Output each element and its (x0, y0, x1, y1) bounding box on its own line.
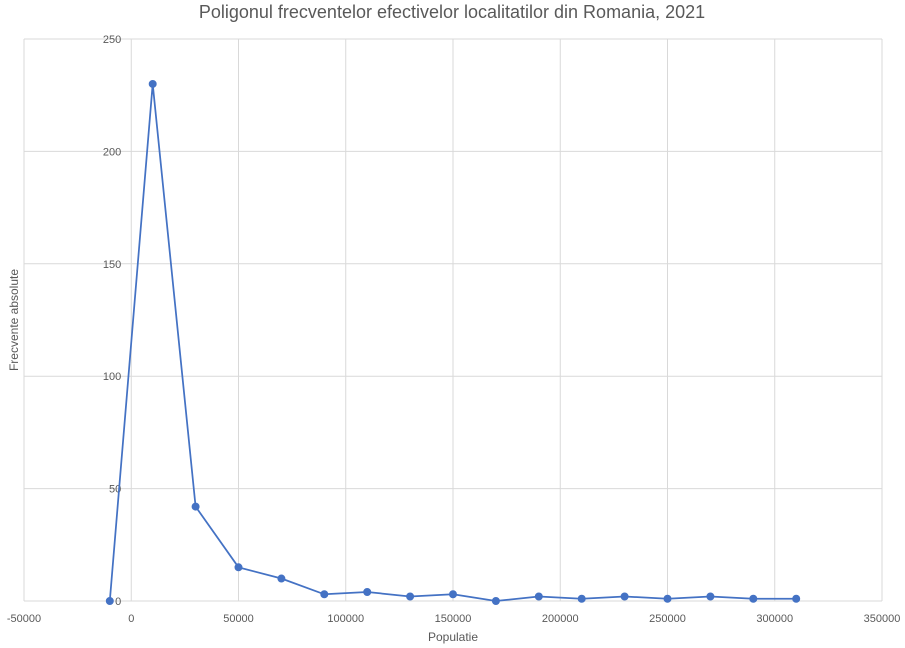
data-point (191, 502, 200, 511)
chart-title: Poligonul frecventelor efectivelor local… (199, 2, 705, 22)
x-tick-label: 50000 (223, 613, 254, 625)
x-tick-label: 350000 (864, 613, 901, 625)
data-point (277, 574, 286, 583)
data-point (792, 594, 801, 603)
data-point (749, 594, 758, 603)
y-tick-label: 250 (103, 34, 121, 46)
y-axis-label: Frecvente absolute (7, 269, 21, 371)
data-point (406, 592, 415, 601)
grid (23, 38, 883, 602)
x-axis-label: Populatie (428, 630, 478, 644)
data-point (534, 592, 543, 601)
data-point (663, 594, 672, 603)
x-tick-label: 0 (128, 613, 134, 625)
data-point (706, 592, 715, 601)
data-point (320, 590, 329, 599)
y-tick-label: 0 (115, 596, 121, 608)
x-tick-label: -50000 (7, 613, 41, 625)
y-tick-label: 150 (103, 259, 121, 271)
y-tick-label: 200 (103, 146, 121, 158)
data-point (148, 79, 157, 88)
x-tick-label: 100000 (327, 613, 364, 625)
x-axis-ticks: -50000 0 50000 100000 150000 200000 250000 3000… (7, 613, 900, 625)
data-point (363, 588, 372, 597)
data-point (491, 597, 500, 605)
data-point (105, 597, 114, 605)
x-tick-label: 150000 (435, 613, 472, 625)
series (105, 79, 801, 605)
x-tick-label: 300000 (756, 613, 793, 625)
data-point (620, 592, 629, 601)
data-point (234, 563, 243, 572)
y-tick-label: 100 (103, 371, 121, 383)
data-point (577, 594, 586, 603)
x-tick-label: 200000 (542, 613, 579, 625)
x-tick-label: 250000 (649, 613, 686, 625)
data-point (449, 590, 457, 599)
